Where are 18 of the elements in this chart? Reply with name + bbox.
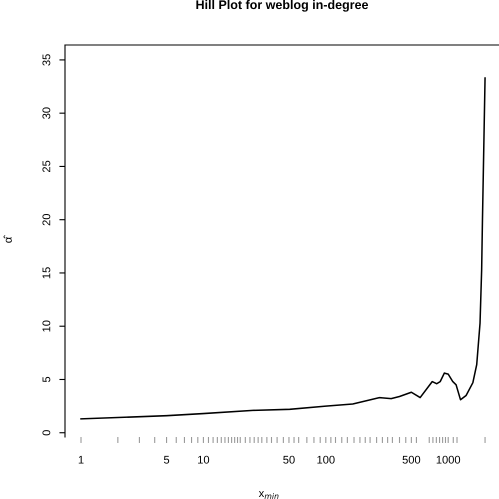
y-tick-label: 15 (42, 267, 50, 278)
x-axis-title: x$_{min}$ (258, 491, 278, 499)
y-tick-label: 30 (42, 107, 50, 119)
x-tick-label: 50 (283, 456, 295, 464)
x-tick-label: 5 (164, 456, 170, 464)
chart-title: Hill Plot for weblog in-degree (196, 0, 368, 12)
x-tick-label: 1000 (436, 456, 460, 464)
y-tick-label: 20 (42, 214, 50, 226)
y-tick-label: 5 (42, 376, 50, 382)
y-tick-label: 25 (42, 160, 50, 172)
x-tick-label: 500 (402, 456, 420, 464)
y-tick-label: 10 (42, 320, 50, 332)
y-tick-label: 35 (42, 54, 50, 66)
y-axis-title: α̂ (4, 234, 12, 243)
x-tick-label: 1 (78, 456, 84, 464)
y-tick-label: 0 (42, 430, 50, 436)
x-tick-label: 100 (317, 456, 335, 464)
x-tick-label: 10 (198, 456, 210, 464)
